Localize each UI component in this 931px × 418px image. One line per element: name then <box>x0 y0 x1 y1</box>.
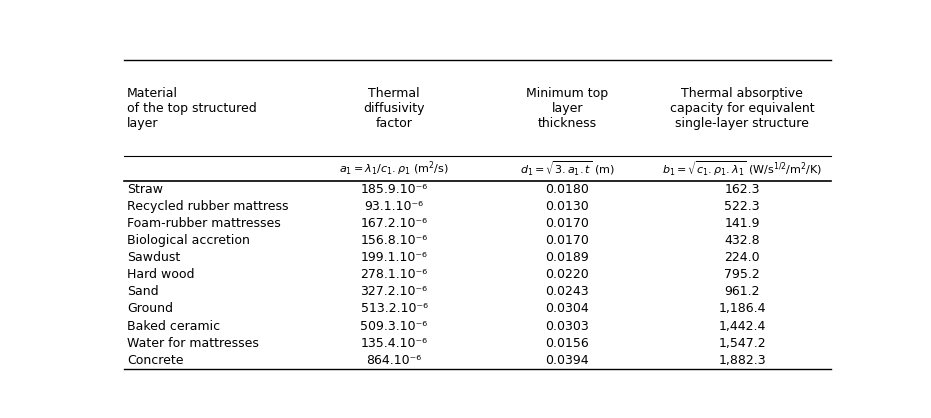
Text: 1,547.2: 1,547.2 <box>719 336 766 349</box>
Text: 432.8: 432.8 <box>724 234 760 247</box>
Text: 199.1.10⁻⁶: 199.1.10⁻⁶ <box>360 251 427 264</box>
Text: 156.8.10⁻⁶: 156.8.10⁻⁶ <box>360 234 427 247</box>
Text: 0.0304: 0.0304 <box>546 302 589 316</box>
Text: $a_1 = \lambda_1/c_1.\rho_1\ \mathrm{(m^2/s)}$: $a_1 = \lambda_1/c_1.\rho_1\ \mathrm{(m^… <box>339 159 449 178</box>
Text: 1,442.4: 1,442.4 <box>719 319 766 332</box>
Text: 1,186.4: 1,186.4 <box>719 302 766 316</box>
Text: 0.0170: 0.0170 <box>546 217 589 230</box>
Text: Hard wood: Hard wood <box>128 268 195 281</box>
Text: Sawdust: Sawdust <box>128 251 181 264</box>
Text: 795.2: 795.2 <box>724 268 761 281</box>
Text: 0.0170: 0.0170 <box>546 234 589 247</box>
Text: Biological accretion: Biological accretion <box>128 234 250 247</box>
Text: 141.9: 141.9 <box>724 217 760 230</box>
Text: 327.2.10⁻⁶: 327.2.10⁻⁶ <box>360 285 427 298</box>
Text: 0.0243: 0.0243 <box>546 285 589 298</box>
Text: 224.0: 224.0 <box>724 251 760 264</box>
Text: Water for mattresses: Water for mattresses <box>128 336 259 349</box>
Text: Concrete: Concrete <box>128 354 183 367</box>
Text: 0.0180: 0.0180 <box>546 183 589 196</box>
Text: Material
of the top structured
layer: Material of the top structured layer <box>128 87 257 130</box>
Text: $d_1 = \sqrt{3.a_1.t}\ \mathrm{(m)}$: $d_1 = \sqrt{3.a_1.t}\ \mathrm{(m)}$ <box>519 159 614 178</box>
Text: 93.1.10⁻⁶: 93.1.10⁻⁶ <box>365 200 424 213</box>
Text: 0.0394: 0.0394 <box>546 354 589 367</box>
Text: 0.0189: 0.0189 <box>546 251 589 264</box>
Text: 1,882.3: 1,882.3 <box>719 354 766 367</box>
Text: 135.4.10⁻⁶: 135.4.10⁻⁶ <box>360 336 427 349</box>
Text: 509.3.10⁻⁶: 509.3.10⁻⁶ <box>360 319 427 332</box>
Text: 513.2.10⁻⁶: 513.2.10⁻⁶ <box>360 302 427 316</box>
Text: 278.1.10⁻⁶: 278.1.10⁻⁶ <box>360 268 427 281</box>
Text: 0.0156: 0.0156 <box>546 336 589 349</box>
Text: Thermal absorptive
capacity for equivalent
single-layer structure: Thermal absorptive capacity for equivale… <box>670 87 815 130</box>
Text: Straw: Straw <box>128 183 163 196</box>
Text: Baked ceramic: Baked ceramic <box>128 319 221 332</box>
Text: 167.2.10⁻⁶: 167.2.10⁻⁶ <box>360 217 427 230</box>
Text: 0.0220: 0.0220 <box>546 268 589 281</box>
Text: 0.0130: 0.0130 <box>546 200 589 213</box>
Text: Foam-rubber mattresses: Foam-rubber mattresses <box>128 217 281 230</box>
Text: 961.2: 961.2 <box>724 285 760 298</box>
Text: Recycled rubber mattress: Recycled rubber mattress <box>128 200 289 213</box>
Text: 522.3: 522.3 <box>724 200 760 213</box>
Text: Ground: Ground <box>128 302 173 316</box>
Text: $b_1 = \sqrt{c_1.\rho_1.\lambda_1}\ \mathrm{(W/s^{1/2}/m^2/K)}$: $b_1 = \sqrt{c_1.\rho_1.\lambda_1}\ \mat… <box>662 159 822 178</box>
Text: 0.0303: 0.0303 <box>546 319 589 332</box>
Text: 162.3: 162.3 <box>724 183 760 196</box>
Text: Thermal
diffusivity
factor: Thermal diffusivity factor <box>363 87 425 130</box>
Text: Minimum top
layer
thickness: Minimum top layer thickness <box>526 87 608 130</box>
Text: 185.9.10⁻⁶: 185.9.10⁻⁶ <box>360 183 427 196</box>
Text: 864.10⁻⁶: 864.10⁻⁶ <box>367 354 422 367</box>
Text: Sand: Sand <box>128 285 159 298</box>
